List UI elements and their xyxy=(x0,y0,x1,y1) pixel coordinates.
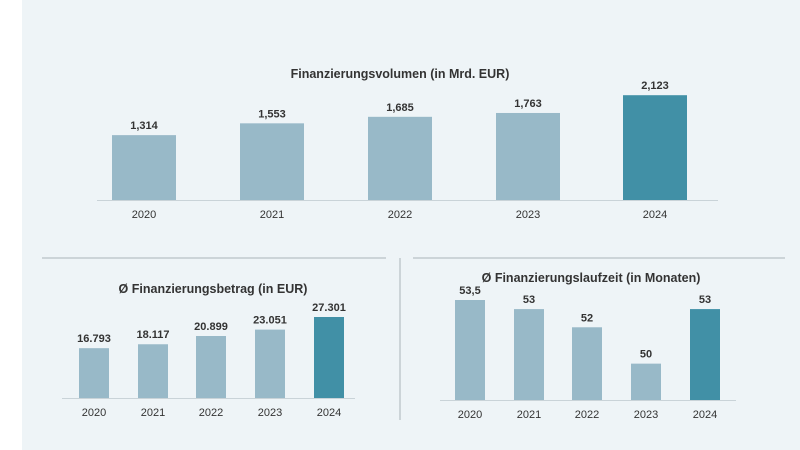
x-tick-label: 2023 xyxy=(634,409,658,421)
x-tick-label: 2021 xyxy=(141,407,165,419)
x-tick-label: 2022 xyxy=(575,409,599,421)
value-label: 50 xyxy=(640,349,652,361)
chart-title: Ø Finanzierungsbetrag (in EUR) xyxy=(119,282,308,296)
value-label: 2,123 xyxy=(641,80,669,92)
x-tick-label: 2021 xyxy=(517,409,541,421)
chart-title: Finanzierungsvolumen (in Mrd. EUR) xyxy=(291,67,510,81)
value-label: 18.117 xyxy=(136,329,169,341)
bar-2024 xyxy=(314,317,344,398)
value-label: 1,314 xyxy=(130,120,158,132)
x-tick-label: 2024 xyxy=(643,209,667,221)
bar-2021 xyxy=(514,309,544,400)
bar-2022 xyxy=(572,327,602,400)
bar-2024 xyxy=(690,309,720,400)
value-label: 1,763 xyxy=(514,98,542,110)
value-label: 20.899 xyxy=(194,321,228,333)
bar-2021 xyxy=(240,123,304,200)
value-label: 53 xyxy=(523,294,535,306)
value-label: 52 xyxy=(581,312,593,324)
bar-2023 xyxy=(631,363,661,400)
x-tick-label: 2022 xyxy=(199,407,223,419)
x-tick-label: 2020 xyxy=(458,409,482,421)
value-label: 23.051 xyxy=(253,315,287,327)
bar-2020 xyxy=(455,300,485,400)
value-label: 27.301 xyxy=(312,302,346,314)
bar-2023 xyxy=(255,329,285,398)
x-tick-label: 2021 xyxy=(260,209,284,221)
value-label: 53 xyxy=(699,294,711,306)
bar-2020 xyxy=(79,348,109,398)
bar-2024 xyxy=(623,95,687,200)
value-label: 16.793 xyxy=(77,333,111,345)
value-label: 1,685 xyxy=(386,102,414,114)
x-tick-label: 2024 xyxy=(317,407,341,419)
x-tick-label: 2023 xyxy=(516,209,540,221)
value-label: 53,5 xyxy=(459,285,480,297)
bar-2022 xyxy=(368,116,432,200)
x-tick-label: 2020 xyxy=(132,209,156,221)
bar-2023 xyxy=(496,112,560,200)
bar-2021 xyxy=(138,344,168,398)
x-tick-label: 2024 xyxy=(693,409,717,421)
x-tick-label: 2020 xyxy=(82,407,106,419)
value-label: 1,553 xyxy=(258,108,286,120)
bar-2022 xyxy=(196,335,226,398)
chart-title: Ø Finanzierungslaufzeit (in Monaten) xyxy=(482,271,701,285)
bar-2020 xyxy=(112,135,176,200)
page-margin xyxy=(0,408,22,450)
x-tick-label: 2023 xyxy=(258,407,282,419)
x-tick-label: 2022 xyxy=(388,209,412,221)
